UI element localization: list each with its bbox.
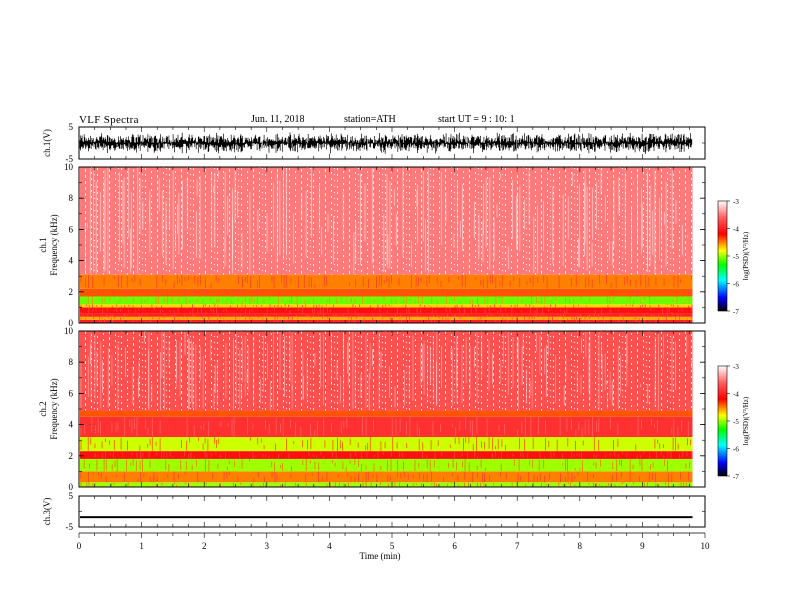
p2-ytick-label: 10 bbox=[64, 326, 74, 336]
colorbar-tick-label: -5 bbox=[733, 253, 739, 261]
spectrogram-band bbox=[80, 482, 693, 487]
spectrogram-band bbox=[80, 307, 693, 314]
p1-ytick-label: 10 bbox=[64, 162, 74, 172]
spectrogram-band bbox=[80, 437, 693, 452]
spectrogram-band bbox=[80, 296, 693, 305]
colorbar-tick-label: -3 bbox=[733, 198, 739, 206]
x-axis-title: Time (min) bbox=[360, 551, 401, 561]
colorbar-gradient bbox=[717, 365, 728, 477]
spectrogram-band bbox=[80, 319, 693, 323]
spectrogram-texture bbox=[80, 482, 690, 487]
spectrogram-texture bbox=[80, 288, 689, 297]
p2-ytick-label: 0 bbox=[69, 482, 74, 492]
spectrogram-texture bbox=[80, 416, 689, 437]
chart-title: VLF Spectra bbox=[79, 114, 139, 126]
p1-ylabel-frequency: Frequency (kHz) bbox=[49, 214, 59, 275]
spectrogram-texture bbox=[80, 307, 692, 314]
spectrogram-texture bbox=[87, 296, 692, 305]
colorbar-tick-label: -7 bbox=[733, 473, 739, 481]
p2-ytick-label: 8 bbox=[69, 357, 74, 367]
x-tick-label: 7 bbox=[515, 541, 520, 551]
colorbar-tick-label: -4 bbox=[733, 226, 739, 234]
colorbar-tick-label: -6 bbox=[733, 446, 739, 454]
spectrogram-band bbox=[80, 316, 693, 320]
p0-ylabel: ch.1(V) bbox=[42, 129, 52, 157]
waveform-trace bbox=[80, 516, 693, 519]
date-label: Jun. 11, 2018 bbox=[251, 114, 305, 125]
x-tick-label: 6 bbox=[452, 541, 457, 551]
colorbar-tick-label: -6 bbox=[733, 281, 739, 289]
colorbar-label: log(PSD)(V²/Hz) bbox=[742, 396, 750, 445]
colorbar-gradient bbox=[717, 200, 728, 312]
p3-ytick-label: -5 bbox=[66, 522, 74, 532]
spectrogram-band bbox=[80, 471, 693, 483]
x-tick-label: 4 bbox=[327, 541, 332, 551]
x-tick-label: 8 bbox=[578, 541, 583, 551]
x-tick-label: 2 bbox=[202, 541, 207, 551]
x-tick-label: 1 bbox=[139, 541, 144, 551]
spectrogram-band bbox=[80, 304, 693, 308]
x-tick-label: 0 bbox=[77, 541, 82, 551]
spectrogram-texture bbox=[94, 451, 692, 459]
p1-ytick-label: 2 bbox=[69, 287, 74, 297]
spectrogram-band bbox=[80, 416, 693, 438]
colorbar-tick-label: -7 bbox=[733, 308, 739, 316]
colorbar-tick-label: -5 bbox=[733, 418, 739, 426]
colorbar-tick-label: -4 bbox=[733, 391, 739, 399]
p1-ytick-label: 8 bbox=[69, 193, 74, 203]
spectrogram-texture bbox=[80, 274, 692, 289]
p2-ylabel-frequency: Frequency (kHz) bbox=[49, 378, 59, 439]
p2-ytick-label: 2 bbox=[69, 451, 74, 461]
spectrogram-band bbox=[80, 274, 693, 289]
p1-ylabel-channel: ch.1 bbox=[38, 237, 48, 252]
ch3-waveform-panel: 5 -5 ch.3(V) bbox=[42, 491, 706, 532]
spectrogram-band bbox=[80, 288, 693, 297]
spectrogram-texture bbox=[80, 316, 693, 320]
p0-ytick-label: 5 bbox=[69, 122, 74, 132]
p1-ytick-label: 0 bbox=[69, 318, 74, 328]
ch1-colorbar: -3 -4 -5 -6 -7 log(PSD)(V²/Hz) bbox=[717, 198, 750, 316]
p3-ytick-label: 5 bbox=[69, 491, 74, 501]
p0-ytick-label: -5 bbox=[66, 154, 74, 164]
p3-ylabel: ch.3(V) bbox=[42, 498, 52, 526]
colorbar-label: log(PSD)(V²/Hz) bbox=[742, 231, 750, 280]
x-tick-label: 10 bbox=[701, 541, 711, 551]
spectrogram-speckle bbox=[80, 331, 693, 411]
spectrogram-texture bbox=[83, 458, 690, 472]
ch2-spectrogram-panel: 0 2 4 6 8 10 ch.2 Frequency (kHz) bbox=[38, 326, 706, 492]
spectrogram-texture bbox=[98, 319, 686, 323]
start-time-label: start UT = 9 : 10: 1 bbox=[438, 114, 515, 125]
p1-ytick-label: 4 bbox=[69, 256, 74, 266]
spectrogram-speckle bbox=[80, 167, 693, 275]
spectrogram-texture bbox=[80, 437, 691, 452]
x-tick-label: 9 bbox=[640, 541, 645, 551]
ch1-spectrogram-panel: 0 2 4 6 8 10 ch.1 Frequency (kHz) bbox=[38, 162, 706, 328]
p2-ytick-label: 6 bbox=[69, 388, 74, 398]
x-axis: 0 1 2 3 4 5 6 7 8 9 10 Time (min) bbox=[77, 532, 711, 561]
spectrogram-texture bbox=[80, 471, 689, 483]
station-label: station=ATH bbox=[344, 114, 396, 125]
spectrogram-band bbox=[80, 451, 693, 459]
spectrogram-texture bbox=[80, 304, 693, 308]
p2-ylabel-channel: ch.2 bbox=[38, 401, 48, 416]
spectrogram-streaks bbox=[87, 169, 688, 275]
spectrogram-texture bbox=[82, 313, 693, 317]
p1-ytick-label: 6 bbox=[69, 224, 74, 234]
colorbar-tick-label: -3 bbox=[733, 363, 739, 371]
waveform-trace bbox=[79, 132, 693, 154]
x-tick-label: 5 bbox=[390, 541, 395, 551]
x-tick-label: 3 bbox=[265, 541, 270, 551]
spectrogram-streaks bbox=[89, 331, 692, 411]
spectrogram-band bbox=[80, 313, 693, 317]
spectrogram-texture bbox=[80, 410, 688, 417]
p2-ytick-label: 4 bbox=[69, 420, 74, 430]
spectrogram-band bbox=[80, 410, 693, 417]
ch2-colorbar: -3 -4 -5 -6 -7 log(PSD)(V²/Hz) bbox=[717, 363, 750, 481]
ch1-waveform-panel: 5 -5 ch.1(V) bbox=[42, 122, 706, 164]
